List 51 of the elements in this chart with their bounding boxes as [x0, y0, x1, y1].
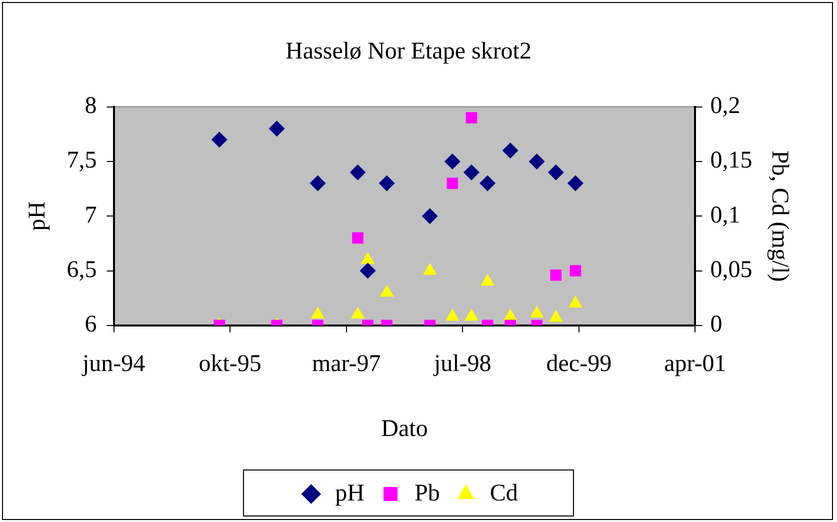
point [445, 308, 460, 321]
y2-tick-label: 0,15 [710, 148, 752, 174]
y2-tick-label: 0,05 [710, 257, 752, 284]
point [464, 308, 478, 321]
point [350, 306, 365, 318]
y-tick-label: 6 [84, 312, 97, 338]
y-axis-title: pH [24, 201, 51, 231]
point [463, 164, 480, 180]
point [444, 153, 460, 170]
y2-tick-label: 0,1 [710, 202, 740, 228]
point [446, 178, 458, 189]
point [528, 153, 545, 170]
x-tick-label: jun-94 [81, 351, 146, 378]
point [350, 164, 366, 180]
point [480, 175, 496, 192]
point [352, 232, 364, 244]
point [360, 262, 376, 279]
point [548, 310, 563, 322]
chart-title: Hasselø Nor Etape skrot2 [286, 38, 532, 65]
point [480, 274, 494, 286]
point [310, 175, 326, 192]
x-tick-label: jul-98 [432, 351, 492, 378]
point [378, 175, 395, 192]
point [211, 132, 228, 148]
point [466, 112, 478, 124]
point [567, 175, 584, 192]
point [380, 284, 394, 297]
point [360, 252, 375, 264]
point [310, 306, 325, 318]
x-tick-label: okt-95 [198, 351, 262, 378]
legend-label: Cd [490, 480, 518, 506]
point [268, 120, 285, 137]
x-tick-label: apr-01 [664, 351, 726, 378]
y-tick-label: 7,5 [66, 148, 97, 174]
point [548, 164, 564, 180]
y2-tick-label: 0,2 [710, 93, 740, 120]
legend-label: pH [335, 480, 364, 506]
point [530, 305, 544, 318]
y-tick-label: 7 [84, 202, 97, 228]
x-tick-label: mar-97 [312, 351, 381, 378]
y-tick-label: 6,5 [66, 257, 97, 284]
point [422, 262, 437, 275]
x-axis-title: Dato [381, 416, 428, 442]
point [568, 296, 582, 308]
y2-tick-label: 0 [710, 312, 722, 338]
y2-axis-title: Pb, Cd (mg/l) [766, 150, 792, 282]
point [422, 208, 438, 224]
legend-label: Pb [414, 480, 440, 506]
y-tick-label: 8 [84, 93, 97, 120]
x-tick-label: dec-99 [546, 351, 612, 378]
point [502, 142, 518, 159]
